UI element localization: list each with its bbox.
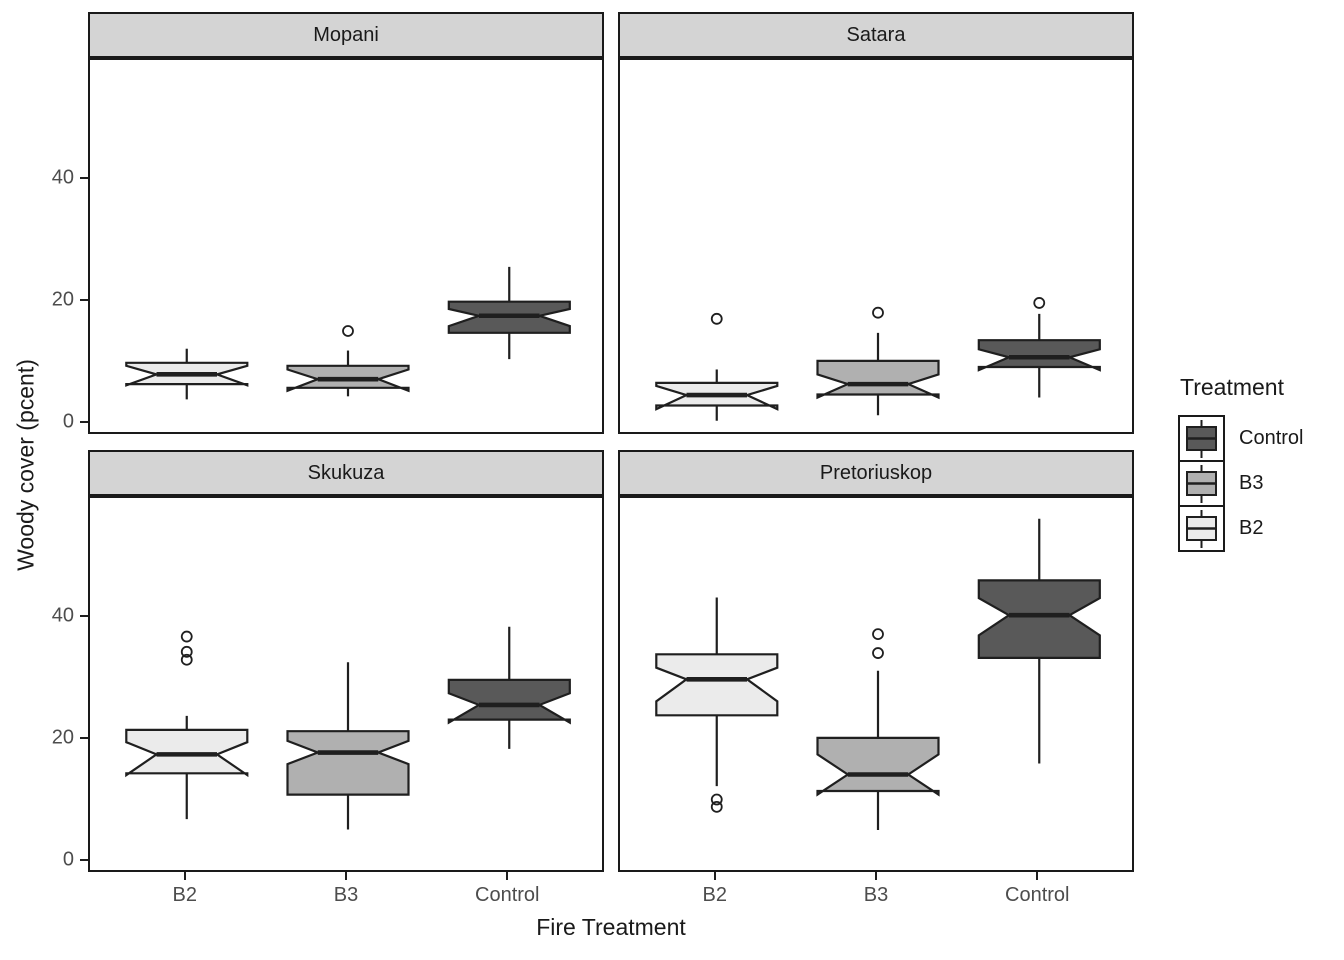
legend-title: Treatment: [1180, 374, 1284, 400]
outlier-point: [180, 630, 193, 643]
y-tick-mark: [80, 420, 88, 423]
x-tick-mark: [713, 872, 716, 880]
outlier-point: [180, 653, 193, 666]
x-tick-mark: [506, 872, 509, 880]
box-polygon: [655, 653, 779, 717]
legend-label: Control: [1239, 427, 1304, 449]
y-tick-mark: [80, 614, 88, 617]
facet-strip-label: Mopani: [313, 23, 379, 46]
box-polygon: [977, 579, 1101, 659]
panel-mopani: [88, 58, 604, 434]
x-tick-label: B2: [702, 884, 727, 906]
facet-strip-pretoriuskop: Pretoriuskop: [618, 450, 1134, 496]
legend-label: B3: [1239, 472, 1264, 494]
x-tick-mark: [1036, 872, 1039, 880]
y-tick-label: 40: [51, 166, 74, 189]
boxplot-key-icon: [1178, 415, 1225, 462]
y-tick-mark: [80, 298, 88, 301]
outlier-point: [342, 325, 354, 337]
legend: Treatment Control B3 B2: [1178, 374, 1303, 552]
x-tick-label: Control: [1005, 884, 1070, 906]
outlier-point: [872, 306, 884, 319]
panel-satara: [618, 58, 1134, 434]
x-tick-mark: [183, 872, 186, 880]
y-axis-title: Woody cover (pcent): [12, 359, 39, 571]
legend-item-b3: B3: [1178, 460, 1303, 507]
box-polygon: [286, 730, 410, 796]
box-polygon: [816, 359, 940, 400]
boxplot-key-icon: [1178, 505, 1225, 552]
outlier-point: [872, 628, 884, 641]
x-tick-mark: [344, 872, 348, 880]
boxplot-key-icon: [1178, 460, 1225, 507]
facet-strip-mopani: Mopani: [88, 12, 604, 58]
facet-strip-label: Skukuza: [307, 461, 385, 484]
y-tick-mark: [80, 176, 88, 179]
facet-strip-satara: Satara: [618, 12, 1134, 58]
panel-skukuza: [88, 496, 604, 872]
x-tick-label: B2: [172, 884, 197, 906]
facet-strip-label: Pretoriuskop: [819, 461, 933, 484]
x-tick-label: B3: [863, 884, 889, 906]
box-polygon: [447, 678, 571, 725]
panel-pretoriuskop: [618, 496, 1134, 872]
outlier-point: [710, 312, 723, 325]
x-tick-label: B3: [333, 884, 359, 906]
outlier-point: [872, 647, 884, 659]
y-tick-label: 40: [51, 604, 74, 627]
facet-strip-label: Satara: [846, 23, 906, 46]
y-tick-label: 20: [51, 726, 74, 749]
legend-label: B2: [1239, 517, 1264, 539]
outlier-point: [180, 645, 193, 658]
y-tick-mark: [80, 858, 88, 861]
y-tick-label: 0: [62, 848, 74, 871]
x-tick-label: Control: [475, 884, 540, 906]
box-polygon: [816, 736, 940, 797]
facet-strip-skukuza: Skukuza: [88, 450, 604, 496]
outlier-point: [710, 800, 723, 813]
outlier-point: [1033, 297, 1046, 309]
x-tick-mark: [874, 872, 878, 880]
y-tick-mark: [80, 736, 88, 739]
y-tick-label: 0: [62, 410, 74, 433]
legend-item-b2: B2: [1178, 505, 1303, 552]
legend-item-control: Control: [1178, 415, 1303, 462]
outlier-point: [710, 793, 723, 806]
y-tick-label: 20: [51, 288, 74, 311]
x-axis-title: Fire Treatment: [536, 914, 686, 940]
